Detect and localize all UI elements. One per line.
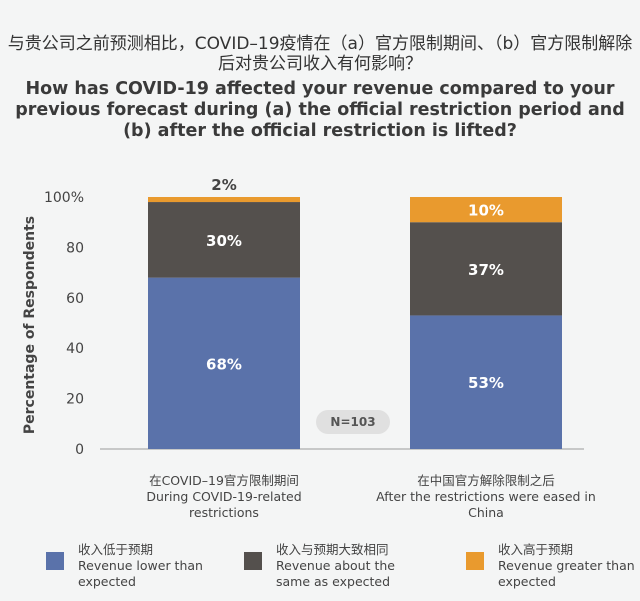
data-label-greater: 2% <box>211 176 236 194</box>
chart-title-en: How has COVID-19 affected your revenue c… <box>15 79 625 141</box>
legend-swatch-greater <box>466 552 484 570</box>
data-label-same: 30% <box>206 232 242 250</box>
bar-segment-same <box>410 222 562 316</box>
legend-label-cn-lower: 收入低于预期 <box>78 542 154 557</box>
data-label-lower: 68% <box>206 355 242 373</box>
x-category-cn-0: 在COVID–19官方限制期间 <box>149 473 299 488</box>
y-tick-label: 100% <box>44 190 84 206</box>
sample-size-badge: N=103 <box>316 410 390 434</box>
bar-segment-greater <box>410 197 562 223</box>
legend-label-en-lower: Revenue lower than expected <box>78 558 203 589</box>
x-category-label-0: 在COVID–19官方限制期间 During COVID-19-related … <box>114 473 334 521</box>
bar-segment-lower <box>410 315 562 449</box>
chart-title-cn: 与贵公司之前预测相比，COVID–19疫情在（a）官方限制期间、（b）官方限制解… <box>7 34 633 74</box>
legend-swatch-same <box>244 552 262 570</box>
legend-label-cn-same: 收入与预期大致相同 <box>276 542 389 557</box>
x-category-en-1: After the restrictions were eased in Chi… <box>376 489 596 520</box>
y-tick-label: 0 <box>75 442 84 458</box>
data-label-lower: 53% <box>468 374 504 392</box>
y-tick-label: 60 <box>66 291 84 307</box>
bar-segment-same <box>148 202 300 278</box>
y-tick-label: 20 <box>66 392 84 408</box>
x-category-label-1: 在中国官方解除限制之后 After the restrictions were … <box>376 473 596 521</box>
legend-swatch-lower <box>46 552 64 570</box>
y-tick-label: 80 <box>66 240 84 256</box>
legend-label-en-same: Revenue about the same as expected <box>276 558 395 589</box>
y-axis-label: Percentage of Respondents <box>22 215 38 435</box>
legend-label-en-greater: Revenue greater than expected <box>498 558 635 589</box>
data-label-same: 37% <box>468 261 504 279</box>
bar-segment-lower <box>148 277 300 449</box>
legend-label-cn-greater: 收入高于预期 <box>498 542 574 557</box>
y-tick-label: 40 <box>66 341 84 357</box>
data-label-greater: 10% <box>468 202 504 220</box>
x-category-cn-1: 在中国官方解除限制之后 <box>417 473 555 488</box>
bar-segment-greater <box>148 197 300 203</box>
x-category-en-0: During COVID-19-related restrictions <box>146 489 302 520</box>
